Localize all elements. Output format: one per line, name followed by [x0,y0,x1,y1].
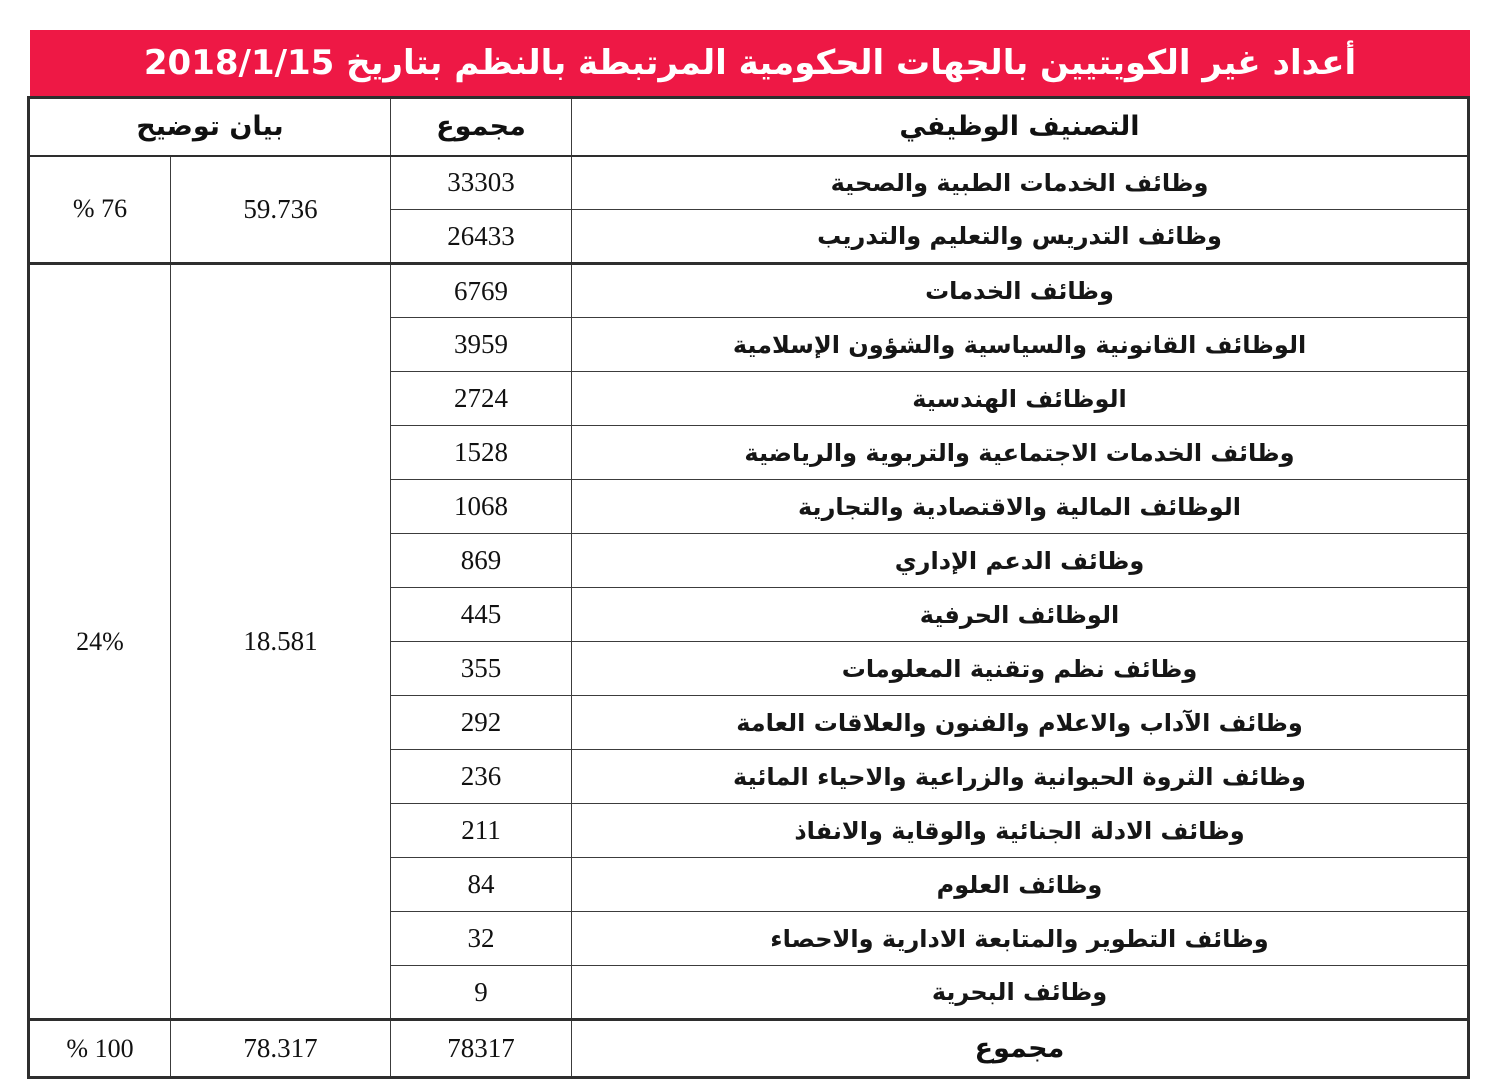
classification-cell: وظائف الآداب والاعلام والفنون والعلاقات … [571,695,1469,750]
col-header-note: بيان توضيح [27,97,392,157]
classification-cell: وظائف التطوير والمتابعة الادارية والاحصا… [571,911,1469,966]
count-cell: 355 [390,641,572,696]
classification-cell: وظائف الادلة الجنائية والوقاية والانفاذ [571,803,1469,858]
classification-cell: الوظائف القانونية والسياسية والشؤون الإس… [571,317,1469,372]
classification-cell: وظائف الخدمات الطبية والصحية [571,155,1469,210]
group-percent-cell: 24% [27,262,172,1020]
classification-cell: وظائف البحرية [571,965,1469,1020]
count-cell: 32 [390,911,572,966]
total-percent-cell: % 100 [27,1018,172,1078]
table-row: الوظائف الحرفية 445 [28,587,1469,642]
table-row: وظائف الآداب والاعلام والفنون والعلاقات … [28,695,1469,750]
classification-cell: الوظائف المالية والاقتصادية والتجارية [571,479,1469,534]
data-table: التصنيف الوظيفي مجموع بيان توضيح وظائف ا… [26,96,1470,1079]
table-header-row: التصنيف الوظيفي مجموع بيان توضيح [27,97,1469,157]
table-row: وظائف التدريس والتعليم والتدريب 26433 [28,209,1469,264]
total-count-cell: 78317 [390,1018,572,1078]
classification-cell: الوظائف الهندسية [571,371,1469,426]
col-header-classification: التصنيف الوظيفي [571,97,1469,157]
count-cell: 33303 [390,155,572,210]
group-subtotal-value: 18.581 [243,626,318,656]
col-header-total: مجموع [390,97,572,157]
count-cell: 236 [390,749,572,804]
group-subtotal-value: 59.736 [243,193,318,224]
count-cell: 292 [390,695,572,750]
count-cell: 445 [390,587,572,642]
count-cell: 211 [390,803,572,858]
classification-cell: وظائف العلوم [571,857,1469,912]
group-percent-value: 24% [76,626,124,656]
classification-cell: وظائف الدعم الإداري [571,533,1469,588]
count-cell: 6769 [390,262,572,318]
classification-cell: وظائف الخدمات [571,262,1469,318]
count-cell: 2724 [390,371,572,426]
total-label-cell: مجموع [571,1018,1469,1078]
count-cell: 84 [390,857,572,912]
table-row: وظائف العلوم 84 [28,857,1469,912]
count-cell: 869 [390,533,572,588]
classification-cell: وظائف الخدمات الاجتماعية والتربوية والري… [571,425,1469,480]
table-row: وظائف الخدمات 6769 18.581 24% [27,262,1469,1020]
classification-cell: الوظائف الحرفية [571,587,1469,642]
total-subtotal-cell: 78.317 [170,1018,391,1078]
total-row: مجموع 78317 78.317 % 100 [27,1018,1469,1078]
title-banner: أعداد غير الكويتيين بالجهات الحكومية الم… [30,30,1470,96]
data-table-wrapper: التصنيف الوظيفي مجموع بيان توضيح وظائف ا… [26,96,1470,1079]
count-cell: 1068 [390,479,572,534]
classification-cell: وظائف نظم وتقنية المعلومات [571,641,1469,696]
table-row: وظائف الثروة الحيوانية والزراعية والاحيا… [28,749,1469,804]
table-row: وظائف البحرية 9 [28,965,1469,1020]
group-subtotal-cell: 59.736 [170,155,391,264]
total-percent-value: % 100 [66,1033,134,1063]
page-title: أعداد غير الكويتيين بالجهات الحكومية الم… [143,43,1357,83]
table-row: وظائف الادلة الجنائية والوقاية والانفاذ … [28,803,1469,858]
table-row: الوظائف المالية والاقتصادية والتجارية 10… [28,479,1469,534]
count-cell: 9 [390,965,572,1020]
table-row: وظائف نظم وتقنية المعلومات 355 [28,641,1469,696]
count-cell: 3959 [390,317,572,372]
classification-cell: وظائف الثروة الحيوانية والزراعية والاحيا… [571,749,1469,804]
group-subtotal-cell: 18.581 [170,262,391,1020]
count-cell: 1528 [390,425,572,480]
total-subtotal-value: 78.317 [243,1033,318,1063]
table-row: وظائف الدعم الإداري 869 [28,533,1469,588]
table-row: وظائف التطوير والمتابعة الادارية والاحصا… [28,911,1469,966]
group-percent-cell: % 76 [27,155,172,264]
count-cell: 26433 [390,209,572,264]
group-percent-value: % 76 [72,194,128,224]
table-row: وظائف الخدمات الطبية والصحية 33303 59.73… [27,155,1469,264]
classification-cell: وظائف التدريس والتعليم والتدريب [571,209,1469,264]
